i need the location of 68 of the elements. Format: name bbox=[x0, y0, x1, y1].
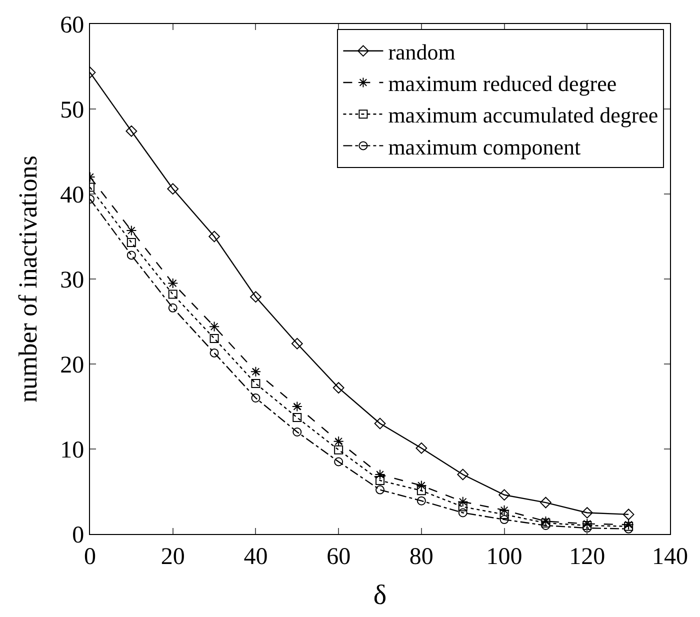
point bbox=[540, 496, 552, 508]
legend-label: random bbox=[388, 39, 456, 64]
point bbox=[210, 348, 219, 358]
point bbox=[126, 125, 138, 137]
point bbox=[376, 485, 384, 494]
point bbox=[292, 413, 302, 422]
x-tick-label: 60 bbox=[326, 544, 351, 570]
point bbox=[250, 291, 262, 303]
point bbox=[500, 510, 509, 519]
point bbox=[292, 428, 302, 436]
point bbox=[458, 502, 468, 512]
x-tick-label: 40 bbox=[244, 544, 268, 570]
point bbox=[291, 338, 303, 350]
point bbox=[623, 519, 634, 530]
point bbox=[168, 303, 178, 312]
point bbox=[250, 366, 262, 377]
y-tick-label: 0 bbox=[72, 522, 84, 548]
point bbox=[458, 496, 468, 507]
x-tick-label: 80 bbox=[409, 544, 434, 570]
point bbox=[581, 507, 593, 518]
x-tick-label: 20 bbox=[160, 544, 185, 570]
point bbox=[210, 334, 219, 343]
point bbox=[457, 468, 469, 480]
y-tick-label: 30 bbox=[60, 267, 84, 294]
y-axis-title: number of inactivations bbox=[14, 156, 42, 402]
y-tick-label: 20 bbox=[60, 352, 84, 378]
y-tick-label: 40 bbox=[60, 182, 84, 208]
x-axis-title: δ bbox=[373, 580, 387, 611]
point bbox=[500, 515, 509, 524]
point bbox=[292, 401, 302, 412]
point bbox=[126, 238, 136, 247]
point bbox=[458, 508, 468, 518]
point bbox=[208, 321, 220, 332]
y-tick-label: 60 bbox=[60, 12, 84, 38]
x-tick-label: 140 bbox=[652, 544, 688, 570]
point bbox=[624, 522, 634, 531]
point bbox=[582, 521, 592, 530]
point bbox=[251, 379, 260, 388]
legend-label: maximum component bbox=[388, 134, 581, 160]
point bbox=[334, 445, 344, 454]
point bbox=[168, 290, 178, 299]
point bbox=[374, 469, 386, 480]
x-tick-label: 120 bbox=[569, 544, 606, 570]
point bbox=[416, 480, 427, 491]
point bbox=[541, 518, 550, 528]
point bbox=[498, 504, 510, 516]
x-tick-label: 100 bbox=[486, 544, 522, 570]
y-tick-label: 50 bbox=[60, 97, 84, 124]
legend-label: maximum reduced degree bbox=[388, 71, 617, 96]
point bbox=[416, 496, 426, 506]
point bbox=[622, 508, 634, 520]
point bbox=[167, 183, 179, 195]
point bbox=[498, 489, 510, 501]
point bbox=[376, 476, 384, 485]
point bbox=[332, 382, 344, 394]
point bbox=[126, 225, 137, 236]
point bbox=[416, 442, 428, 454]
point bbox=[168, 278, 178, 289]
point bbox=[374, 418, 386, 430]
point bbox=[582, 518, 592, 530]
point bbox=[208, 230, 220, 242]
point bbox=[126, 250, 136, 260]
y-tick-label: 10 bbox=[60, 437, 84, 464]
legend-label: maximum accumulated degree bbox=[388, 102, 658, 128]
point bbox=[333, 436, 344, 447]
point bbox=[251, 394, 260, 402]
point bbox=[334, 457, 344, 466]
point bbox=[416, 486, 426, 496]
